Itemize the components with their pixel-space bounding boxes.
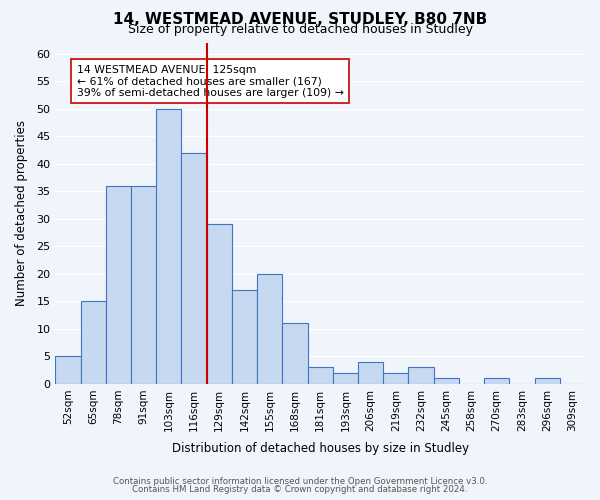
Bar (484, 378, 509, 384)
Bar (409, 368, 434, 384)
Bar (156, 108, 181, 384)
Bar (55, 356, 80, 384)
Bar (106, 186, 131, 384)
Text: Size of property relative to detached houses in Studley: Size of property relative to detached ho… (128, 22, 473, 36)
Bar (308, 368, 333, 384)
X-axis label: Distribution of detached houses by size in Studley: Distribution of detached houses by size … (172, 442, 469, 455)
Bar (358, 362, 383, 384)
Text: 14, WESTMEAD AVENUE, STUDLEY, B80 7NB: 14, WESTMEAD AVENUE, STUDLEY, B80 7NB (113, 12, 487, 28)
Text: Contains public sector information licensed under the Open Government Licence v3: Contains public sector information licen… (113, 477, 487, 486)
Bar (535, 378, 560, 384)
Bar (80, 302, 106, 384)
Bar (257, 274, 283, 384)
Bar (333, 373, 358, 384)
Bar (283, 324, 308, 384)
Bar (131, 186, 156, 384)
Y-axis label: Number of detached properties: Number of detached properties (15, 120, 28, 306)
Bar (232, 290, 257, 384)
Bar (206, 224, 232, 384)
Text: Contains HM Land Registry data © Crown copyright and database right 2024.: Contains HM Land Registry data © Crown c… (132, 484, 468, 494)
Text: 14 WESTMEAD AVENUE: 125sqm
← 61% of detached houses are smaller (167)
39% of sem: 14 WESTMEAD AVENUE: 125sqm ← 61% of deta… (77, 64, 343, 98)
Bar (383, 373, 409, 384)
Bar (434, 378, 459, 384)
Bar (181, 152, 206, 384)
